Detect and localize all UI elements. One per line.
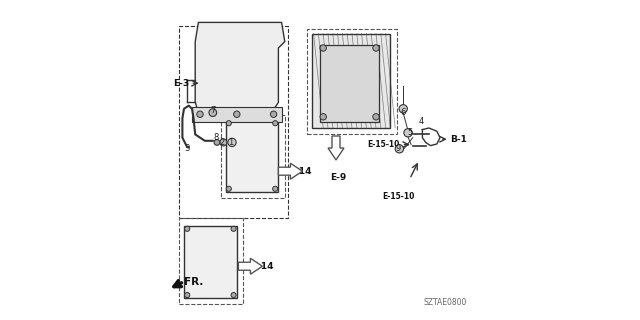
Text: E-15-10: E-15-10: [367, 140, 400, 149]
Text: E-14: E-14: [251, 262, 274, 271]
Text: E-14: E-14: [290, 167, 312, 176]
Text: E-15-10: E-15-10: [383, 192, 415, 201]
Text: B-1: B-1: [451, 135, 467, 144]
Circle shape: [220, 139, 227, 146]
Polygon shape: [328, 136, 344, 160]
Polygon shape: [278, 163, 302, 179]
Text: E-9: E-9: [330, 173, 347, 182]
Circle shape: [404, 129, 412, 137]
Circle shape: [209, 109, 216, 116]
FancyBboxPatch shape: [320, 45, 380, 122]
Circle shape: [214, 140, 220, 145]
Text: 5: 5: [407, 128, 412, 137]
Text: SZTAE0800: SZTAE0800: [424, 298, 467, 307]
Text: 6: 6: [401, 108, 406, 116]
Circle shape: [273, 186, 278, 191]
Text: 2: 2: [220, 138, 225, 147]
Circle shape: [184, 292, 189, 298]
Text: 7: 7: [210, 106, 216, 115]
Circle shape: [231, 292, 236, 298]
FancyBboxPatch shape: [226, 120, 278, 192]
Circle shape: [320, 45, 326, 51]
Circle shape: [271, 111, 277, 117]
Text: 4: 4: [418, 117, 424, 126]
Circle shape: [197, 111, 204, 117]
Circle shape: [228, 138, 236, 147]
Circle shape: [234, 111, 240, 117]
Text: E-3: E-3: [173, 79, 189, 88]
Text: 1: 1: [228, 138, 233, 147]
Circle shape: [320, 114, 326, 120]
Circle shape: [184, 226, 189, 231]
Text: 8: 8: [213, 133, 219, 142]
Circle shape: [372, 45, 379, 51]
FancyBboxPatch shape: [312, 34, 390, 128]
FancyBboxPatch shape: [184, 226, 237, 298]
FancyBboxPatch shape: [192, 107, 282, 122]
Text: FR.: FR.: [184, 276, 204, 287]
Circle shape: [372, 114, 379, 120]
Circle shape: [227, 186, 232, 191]
Polygon shape: [239, 258, 262, 274]
Circle shape: [227, 121, 232, 126]
Circle shape: [399, 105, 408, 113]
Polygon shape: [195, 22, 285, 112]
Text: 9: 9: [396, 144, 401, 153]
Circle shape: [273, 121, 278, 126]
Text: 3: 3: [184, 144, 190, 153]
Circle shape: [396, 145, 404, 153]
Circle shape: [231, 226, 236, 231]
